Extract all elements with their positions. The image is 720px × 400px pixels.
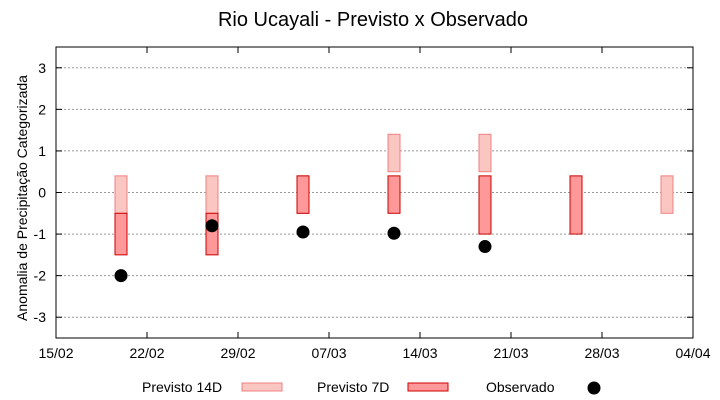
legend-swatch-previsto-14d [241, 382, 283, 392]
x-tick-label: 15/02 [38, 345, 73, 361]
chart-title: Rio Ucayali - Previsto x Observado [218, 9, 528, 31]
plot-border [55, 46, 694, 339]
y-axis-ticks: 3 2 1 0 -1 -2 -3 [34, 60, 693, 325]
bar-previsto-14d [205, 175, 219, 214]
legend-label-previsto-7d: Previsto 7D [317, 379, 389, 395]
bar-previsto-14d [387, 133, 401, 173]
x-tick-label: 07/03 [311, 345, 346, 361]
legend-label-previsto-14d: Previsto 14D [142, 379, 222, 395]
x-tick-label: 14/03 [402, 345, 437, 361]
bar-previsto-14d [114, 175, 128, 214]
y-tick-label: -1 [34, 226, 47, 242]
legend-marker-observado [587, 381, 601, 395]
legend: Previsto 14D Previsto 7D Observado [142, 379, 601, 395]
bar-previsto-7d [114, 212, 128, 256]
bar-previsto-7d [296, 175, 310, 214]
bar-previsto-7d [569, 175, 583, 235]
x-tick-label: 04/04 [675, 345, 710, 361]
bar-previsto-7d [478, 175, 492, 235]
legend-label-observado: Observado [486, 379, 555, 395]
y-tick-label: 2 [38, 101, 46, 117]
bar-previsto-14d [660, 175, 674, 214]
point-observado [296, 225, 310, 239]
y-tick-label: -2 [34, 268, 47, 284]
y-tick-label: -3 [34, 309, 47, 325]
point-observado [478, 240, 492, 254]
y-axis-label: Anomalia de Precipitação Categorizada [14, 75, 30, 321]
forecast-bars [114, 133, 674, 256]
x-tick-label: 21/03 [493, 345, 528, 361]
x-axis-ticks: 15/02 22/02 29/02 07/03 14/03 21/03 28/03 04/04 [38, 47, 711, 361]
y-tick-label: 3 [38, 60, 46, 76]
bar-previsto-7d [387, 175, 401, 214]
observed-points [114, 219, 492, 283]
legend-swatch-previsto-7d [407, 382, 449, 392]
x-tick-label: 29/02 [220, 345, 255, 361]
gridlines [56, 67, 693, 318]
point-observado [114, 269, 128, 283]
y-tick-label: 0 [38, 185, 46, 201]
point-observado [387, 226, 401, 240]
bar-previsto-14d [478, 133, 492, 173]
x-tick-label: 28/03 [584, 345, 619, 361]
y-tick-label: 1 [38, 143, 46, 159]
x-tick-label: 22/02 [129, 345, 164, 361]
point-observado [205, 219, 219, 233]
